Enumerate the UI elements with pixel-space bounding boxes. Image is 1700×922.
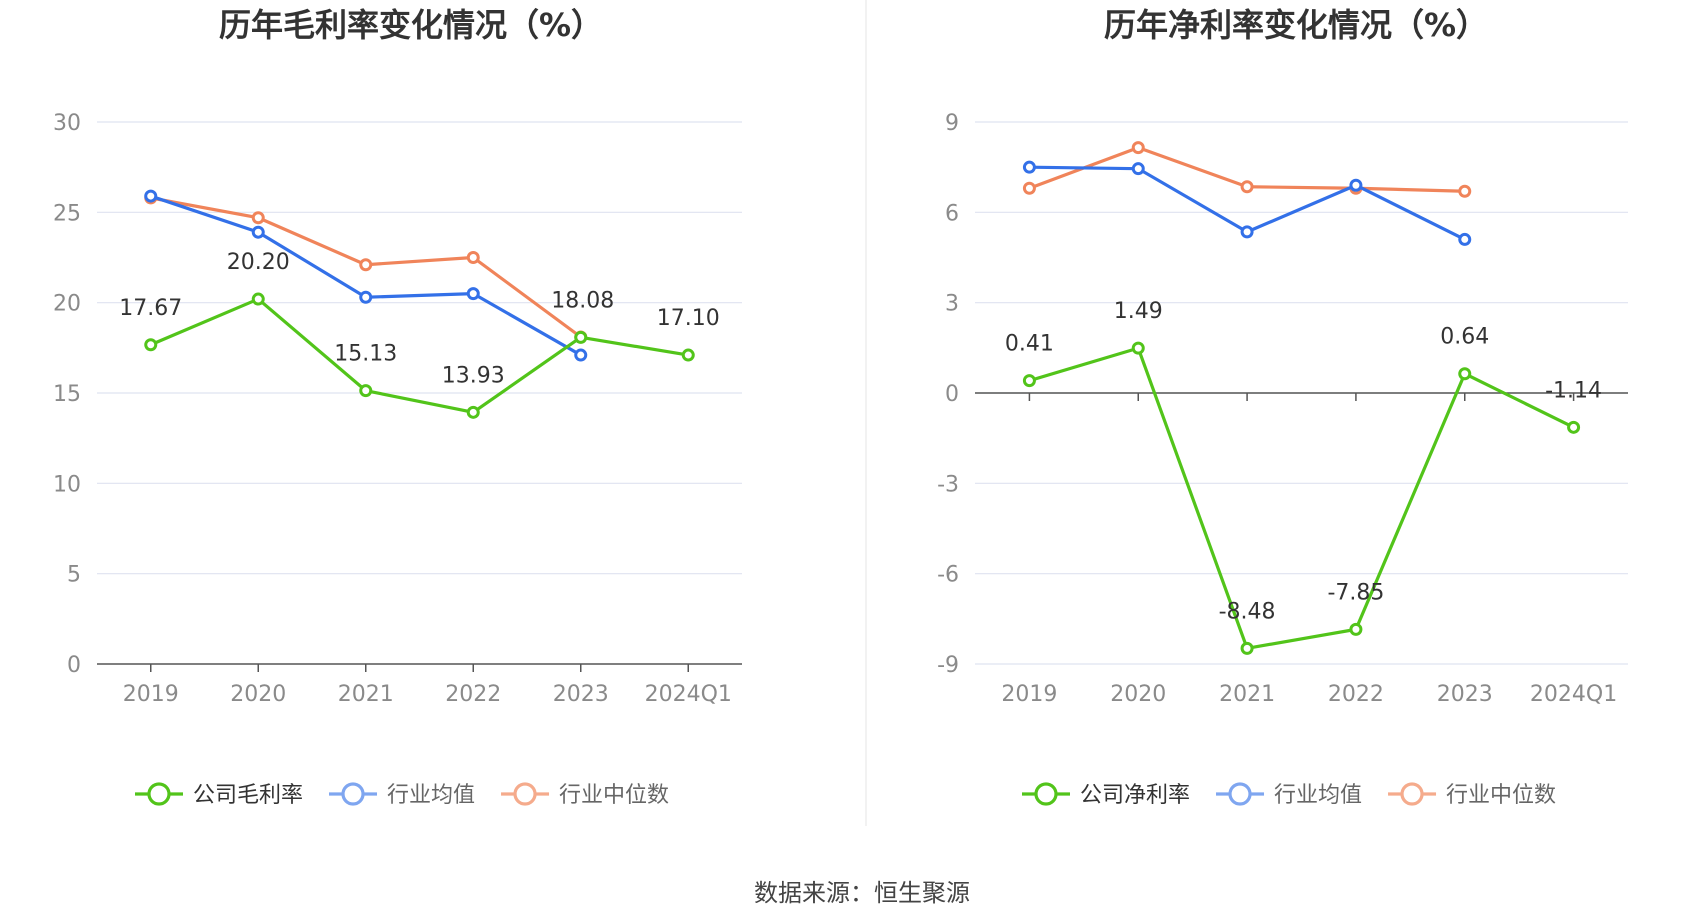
chart-title: 历年毛利率变化情况（%） bbox=[219, 6, 603, 44]
y-tick-label: -6 bbox=[937, 563, 959, 588]
data-label: 17.10 bbox=[657, 306, 720, 331]
y-tick-label: 0 bbox=[945, 382, 959, 407]
x-tick-label: 2023 bbox=[1437, 682, 1493, 707]
legend-label: 公司毛利率 bbox=[193, 783, 303, 808]
y-tick-label: 10 bbox=[53, 472, 81, 497]
y-tick-label: 15 bbox=[53, 382, 81, 407]
median-data-point bbox=[1240, 180, 1254, 194]
legend-item-median: 行业中位数 bbox=[501, 782, 669, 808]
y-tick-label: 30 bbox=[53, 111, 81, 136]
x-tick-label: 2023 bbox=[553, 682, 609, 707]
data-label: 1.49 bbox=[1114, 299, 1163, 324]
legend-item-median: 行业中位数 bbox=[1388, 782, 1556, 808]
company-data-point bbox=[681, 348, 695, 362]
x-tick-label: 2024Q1 bbox=[645, 682, 732, 707]
x-tick-label: 2019 bbox=[1001, 682, 1057, 707]
y-tick-label: 20 bbox=[53, 292, 81, 317]
legend-item-avg: 行业均值 bbox=[329, 782, 475, 808]
legend-marker-icon bbox=[341, 782, 365, 806]
avg-data-point bbox=[1022, 160, 1036, 174]
x-tick-label: 2022 bbox=[1328, 682, 1384, 707]
avg-data-point bbox=[251, 225, 265, 239]
gross-margin-chart: 历年毛利率变化情况（%） 0 5 10 15 20 25 30 2019 2020 2021 2022… bbox=[53, 6, 742, 808]
avg-data-point bbox=[1240, 225, 1254, 239]
median-data-point bbox=[1022, 181, 1036, 195]
y-tick-label: 5 bbox=[67, 563, 81, 588]
company-series-line bbox=[1028, 346, 1575, 650]
x-tick-label: 2019 bbox=[123, 682, 179, 707]
x-tick-label: 2021 bbox=[1219, 682, 1275, 707]
source-text: 数据来源：恒生聚源 bbox=[754, 879, 970, 907]
legend-label: 行业中位数 bbox=[559, 783, 669, 808]
median-data-point bbox=[1458, 184, 1472, 198]
company-data-point bbox=[144, 338, 158, 352]
median-data-point bbox=[466, 251, 480, 264]
x-tick-label: 2024Q1 bbox=[1530, 682, 1617, 707]
data-label: 13.93 bbox=[442, 363, 505, 388]
company-data-point bbox=[251, 292, 265, 306]
y-tick-label: 0 bbox=[67, 653, 81, 678]
avg-data-point bbox=[1131, 162, 1145, 176]
y-tick-label: -9 bbox=[937, 653, 959, 678]
data-label: -8.48 bbox=[1219, 599, 1276, 624]
company-data-point bbox=[1567, 420, 1581, 434]
legend-marker-icon bbox=[513, 782, 537, 806]
data-label: 17.67 bbox=[119, 296, 182, 321]
data-label: -1.14 bbox=[1545, 378, 1602, 403]
x-tick-label: 2020 bbox=[230, 682, 286, 707]
legend-label: 行业均值 bbox=[1274, 783, 1362, 808]
avg-data-point bbox=[574, 348, 588, 362]
y-tick-label: -3 bbox=[937, 472, 959, 497]
avg-data-point bbox=[1349, 178, 1363, 192]
y-tick-label: 6 bbox=[945, 201, 959, 226]
company-data-point bbox=[1349, 622, 1363, 636]
avg-data-point bbox=[466, 287, 480, 301]
legend-label: 行业均值 bbox=[387, 783, 475, 808]
legend-item-avg: 行业均值 bbox=[1216, 782, 1362, 808]
data-label: 0.64 bbox=[1440, 325, 1489, 350]
company-data-point bbox=[1022, 374, 1036, 388]
legend-label: 行业中位数 bbox=[1446, 783, 1556, 808]
legend-marker-icon bbox=[1400, 782, 1424, 806]
data-label: 0.41 bbox=[1005, 332, 1054, 357]
chart-title: 历年净利率变化情况（%） bbox=[1104, 6, 1488, 44]
legend-marker-icon bbox=[1228, 782, 1252, 806]
median-data-point bbox=[1131, 141, 1145, 155]
avg-series-line bbox=[150, 194, 582, 357]
legend-item-company: 公司毛利率 bbox=[135, 782, 303, 808]
data-label: 20.20 bbox=[227, 250, 290, 275]
avg-data-point bbox=[359, 290, 373, 304]
x-tick-label: 2021 bbox=[338, 682, 394, 707]
legend-marker-icon bbox=[147, 782, 171, 806]
company-data-point bbox=[1131, 341, 1145, 355]
data-label: 18.08 bbox=[551, 288, 614, 313]
data-label: 15.13 bbox=[334, 342, 397, 367]
company-data-point bbox=[1240, 641, 1254, 655]
company-data-point bbox=[574, 330, 588, 344]
median-data-point bbox=[359, 258, 373, 272]
legend-label: 公司净利率 bbox=[1080, 783, 1190, 808]
company-data-point bbox=[1458, 367, 1472, 381]
y-tick-label: 9 bbox=[945, 111, 959, 136]
data-label: -7.85 bbox=[1327, 580, 1384, 605]
net-margin-chart: 历年净利率变化情况（%） -9 -6 -3 0 3 6 9 2019 2020 2021 2022 20… bbox=[937, 6, 1628, 808]
avg-data-point bbox=[144, 189, 158, 203]
legend-item-company: 公司净利率 bbox=[1022, 782, 1190, 808]
median-data-point bbox=[251, 211, 265, 225]
y-tick-label: 25 bbox=[53, 201, 81, 226]
x-tick-label: 2020 bbox=[1110, 682, 1166, 707]
avg-data-point bbox=[1458, 232, 1472, 246]
company-data-point bbox=[466, 405, 480, 419]
company-data-point bbox=[359, 384, 373, 398]
company-series-line bbox=[150, 297, 689, 414]
x-tick-label: 2022 bbox=[445, 682, 501, 707]
legend-marker-icon bbox=[1034, 782, 1058, 806]
y-tick-label: 3 bbox=[945, 292, 959, 317]
